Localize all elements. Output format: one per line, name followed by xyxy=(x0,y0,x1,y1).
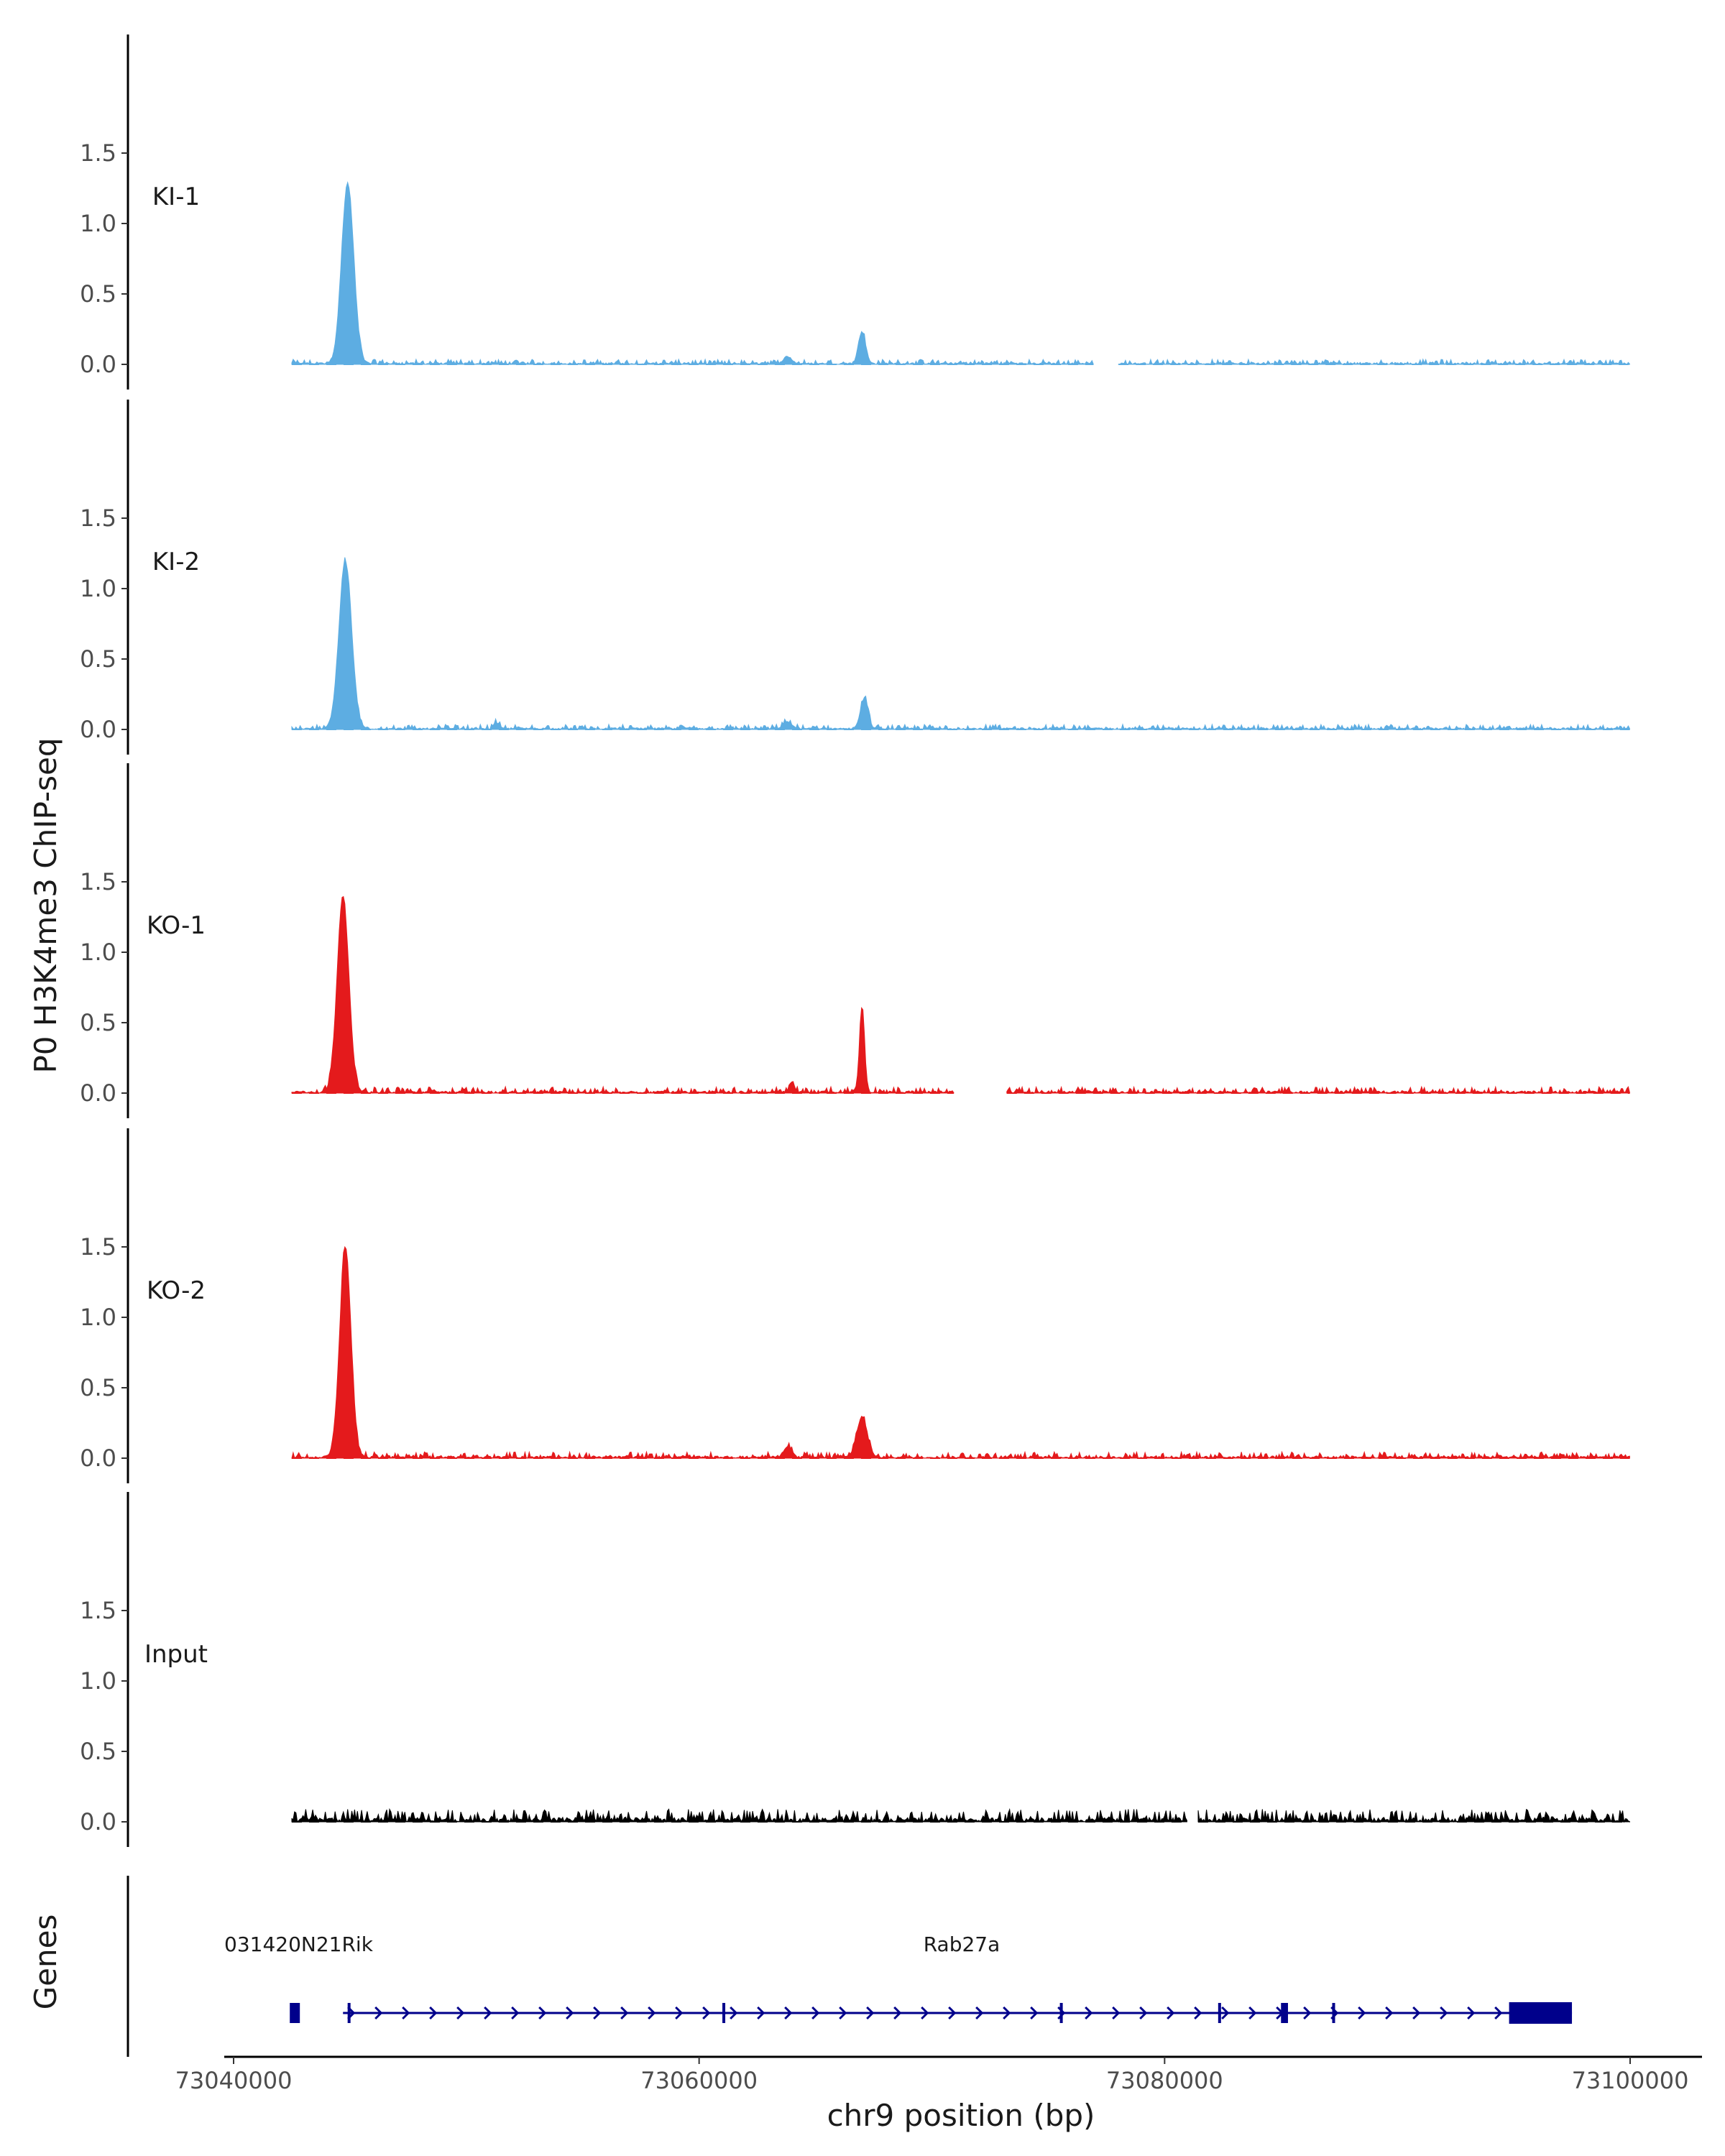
gene-031420N21Rik-exon xyxy=(290,2003,300,2023)
strand-arrow xyxy=(1194,2006,1202,2020)
coverage-area xyxy=(1197,1808,1630,1823)
track-input: 0.0 0.5 1.0 1.5 Input xyxy=(80,1492,1630,1847)
strand-arrow xyxy=(784,2006,793,2020)
strand-arrow xyxy=(675,2006,684,2020)
y-tick-label: 1.5 xyxy=(80,1233,116,1261)
y-tick-label: 1.5 xyxy=(80,1597,116,1624)
genes-track-label: Genes xyxy=(28,1915,63,2010)
gene-label: 031420N21Rik xyxy=(224,1932,374,1956)
track-panels: 0.0 0.5 1.0 1.5 KI-1 0.0 0.5 1.0 1.5 KI-2 0.0 0.5 1.… xyxy=(80,34,1630,1847)
strand-arrow xyxy=(456,2006,465,2020)
y-tick-label: 1.0 xyxy=(80,939,116,966)
y-tick-label: 0.5 xyxy=(80,1009,116,1036)
coverage-area xyxy=(291,180,1094,366)
strand-arrow xyxy=(538,2006,547,2020)
x-tick-label: 73100000 xyxy=(1572,2067,1689,2094)
y-tick-label: 0.5 xyxy=(80,1738,116,1765)
y-tick-label: 1.0 xyxy=(80,575,116,602)
track-label: KO-2 xyxy=(147,1276,206,1305)
strand-arrow xyxy=(566,2006,574,2020)
track-ko-1: 0.0 0.5 1.0 1.5 KO-1 xyxy=(80,763,1630,1118)
coverage-area xyxy=(291,1245,1630,1460)
strand-arrow xyxy=(620,2006,629,2020)
strand-arrow xyxy=(1139,2006,1148,2020)
coverage-area xyxy=(291,557,1630,731)
strand-arrow xyxy=(1167,2006,1175,2020)
strand-arrow xyxy=(511,2006,520,2020)
strand-arrow xyxy=(1303,2006,1312,2020)
strand-arrow xyxy=(1112,2006,1121,2020)
x-axis-title: chr9 position (bp) xyxy=(827,2098,1095,2133)
strand-arrow xyxy=(921,2006,929,2020)
strand-arrow xyxy=(1085,2006,1093,2020)
strand-arrow xyxy=(811,2006,820,2020)
gene-label: Rab27a xyxy=(924,1932,1000,1956)
y-tick-label: 1.0 xyxy=(80,1667,116,1695)
track-ko-2: 0.0 0.5 1.0 1.5 KO-2 xyxy=(80,1128,1630,1483)
strand-arrow xyxy=(866,2006,875,2020)
strand-arrow xyxy=(402,2006,410,2020)
strand-arrow xyxy=(1030,2006,1039,2020)
y-tick-label: 1.5 xyxy=(80,139,116,167)
y-tick-label: 0.0 xyxy=(80,716,116,743)
gene-rab27a-exon xyxy=(1509,2002,1573,2024)
strand-arrow xyxy=(975,2006,984,2020)
track-label: Input xyxy=(144,1640,208,1669)
strand-arrow xyxy=(1467,2006,1476,2020)
track-ki-1: 0.0 0.5 1.0 1.5 KI-1 xyxy=(80,34,1630,390)
y-tick-label: 0.0 xyxy=(80,351,116,378)
y-tick-label: 0.0 xyxy=(80,1808,116,1835)
y-tick-label: 0.0 xyxy=(80,1445,116,1472)
y-tick-label: 0.5 xyxy=(80,280,116,308)
track-ki-2: 0.0 0.5 1.0 1.5 KI-2 xyxy=(80,400,1630,755)
strand-arrow xyxy=(1248,2006,1257,2020)
y-tick-label: 0.5 xyxy=(80,645,116,673)
strand-arrow xyxy=(1358,2006,1366,2020)
strand-arrow xyxy=(429,2006,438,2020)
gene-rab27a-exon xyxy=(1281,2003,1288,2023)
strand-arrow xyxy=(593,2006,602,2020)
strand-arrow xyxy=(702,2006,711,2020)
track-label: KI-2 xyxy=(152,548,200,576)
coverage-area xyxy=(1118,358,1630,366)
y-tick-label: 1.0 xyxy=(80,1304,116,1331)
track-label: KO-1 xyxy=(147,911,206,940)
gene-rab27a-exon xyxy=(1059,2003,1063,2023)
gene-rab27a-exon xyxy=(1332,2003,1335,2023)
y-tick-label: 1.5 xyxy=(80,868,116,895)
strand-arrow xyxy=(1221,2006,1230,2020)
coverage-area xyxy=(1006,1085,1630,1095)
strand-arrow xyxy=(1412,2006,1421,2020)
x-axis: 73040000 73060000 73080000 73100000 xyxy=(175,2055,1702,2094)
strand-arrow xyxy=(484,2006,492,2020)
x-tick-label: 73060000 xyxy=(640,2067,758,2094)
strand-arrow xyxy=(757,2006,765,2020)
strand-arrow xyxy=(1385,2006,1394,2020)
y-tick-label: 1.0 xyxy=(80,210,116,237)
strand-arrow xyxy=(730,2006,738,2020)
coverage-area xyxy=(291,1807,1187,1823)
y-tick-label: 0.0 xyxy=(80,1079,116,1107)
gene-rab27a-exon xyxy=(722,2003,726,2023)
strand-arrow xyxy=(648,2006,656,2020)
genes-track: Genes 031420N21Rik Rab27a xyxy=(28,1876,1573,2057)
strand-arrow xyxy=(1494,2006,1503,2020)
x-tick-label: 73080000 xyxy=(1106,2067,1223,2094)
y-axis-title: P0 H3K4me3 ChIP-seq xyxy=(28,737,63,1073)
x-tick-label: 73040000 xyxy=(175,2067,293,2094)
y-tick-label: 1.5 xyxy=(80,505,116,532)
coverage-area xyxy=(291,895,954,1095)
strand-arrow xyxy=(1003,2006,1011,2020)
gene-rab27a-exon xyxy=(1218,2003,1221,2023)
strand-arrow xyxy=(839,2006,847,2020)
y-tick-label: 0.5 xyxy=(80,1374,116,1401)
strand-arrow xyxy=(893,2006,902,2020)
strand-arrow xyxy=(948,2006,957,2020)
track-label: KI-1 xyxy=(152,183,200,211)
strand-arrow xyxy=(1440,2006,1448,2020)
gene-rab27a-exon xyxy=(347,2003,351,2023)
strand-arrow xyxy=(374,2006,383,2020)
